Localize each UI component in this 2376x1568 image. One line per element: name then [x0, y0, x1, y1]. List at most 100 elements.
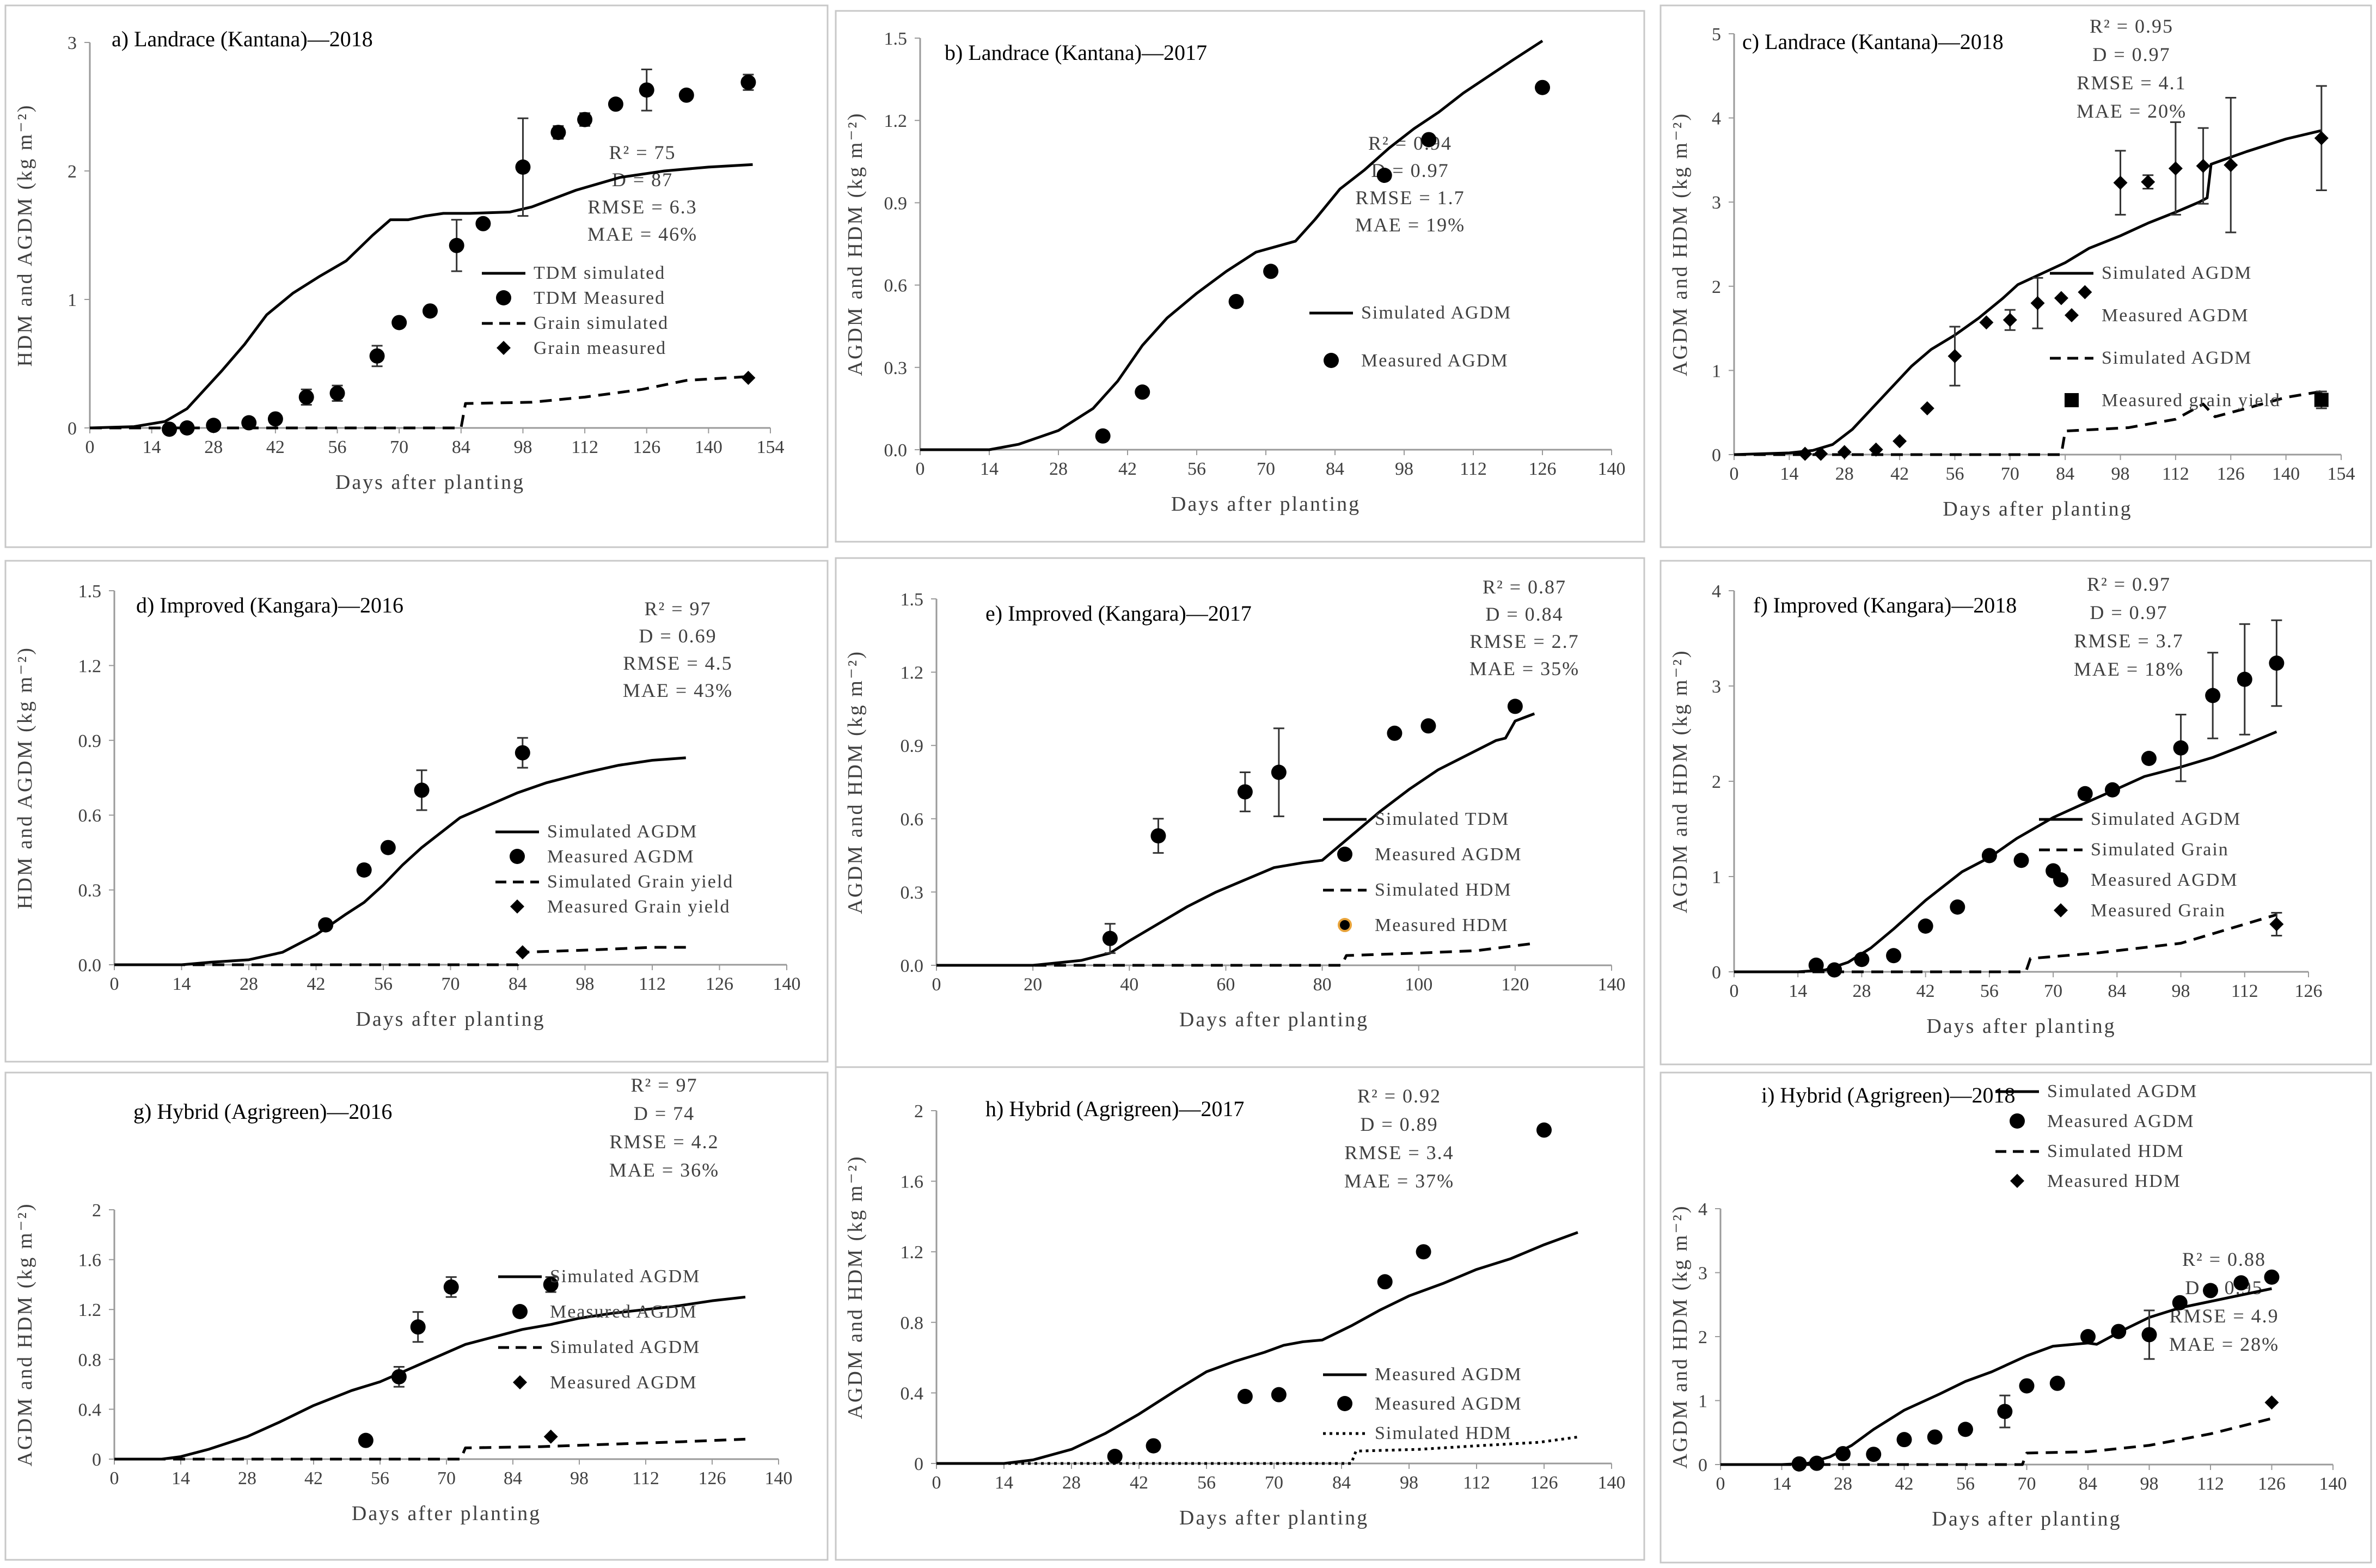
- x-tick-label: 42: [1895, 1474, 1914, 1494]
- legend: Simulated AGDM Measured AGDM: [1309, 303, 1510, 371]
- x-tick-label: 56: [328, 437, 347, 457]
- y-tick-label: 4: [1698, 1199, 1707, 1220]
- panel-g: 0 14 28 42 56 70 84 98 112 126 140 0 0.4 0.8 1.2 1.6 2 Da…: [4, 1071, 829, 1561]
- data-point-circle: [2205, 688, 2221, 703]
- legend-label: Measured Grain yield: [547, 897, 730, 917]
- data-point-circle: [1237, 1388, 1253, 1404]
- series-measured-agdm: [936, 1231, 1578, 1465]
- data-point-diamond: [2030, 296, 2045, 310]
- x-tick-label: 28: [204, 437, 223, 457]
- data-point-circle: [1377, 1274, 1393, 1290]
- panel-title: e) Improved (Kangara)—2017: [985, 601, 1252, 626]
- x-tick-label: 112: [1463, 1473, 1490, 1493]
- legend-label: Simulated HDM: [2047, 1141, 2184, 1161]
- y-tick-label: 4: [1712, 581, 1721, 602]
- data-point-circle: [358, 1432, 373, 1448]
- panel-frame: [4, 1071, 829, 1561]
- data-point-diamond: [1979, 315, 1994, 330]
- series-simulated-agdm: [1734, 129, 2322, 456]
- series-measured-agdm: [1107, 1122, 1552, 1465]
- data-point-circle: [2053, 872, 2068, 887]
- data-point-circle: [1271, 1387, 1287, 1402]
- data-point-circle: [1896, 1432, 1912, 1448]
- x-tick-label: 56: [1187, 459, 1206, 479]
- x-tick-label: 0: [1716, 1474, 1725, 1494]
- series-simulated-agdm: [114, 1437, 746, 1461]
- data-point-circle: [512, 1304, 528, 1319]
- x-axis-label: Days after planting: [1943, 498, 2132, 520]
- legend-symbol: [2065, 308, 2079, 322]
- x-tick-label: 70: [2001, 464, 2019, 484]
- series-simulated-agdm: [920, 39, 1544, 451]
- x-tick-label: 70: [1265, 1473, 1283, 1493]
- data-point-diamond: [2010, 1174, 2024, 1188]
- x-tick-label: 20: [1024, 975, 1042, 995]
- data-point-circle: [1536, 1122, 1552, 1138]
- y-tick-label: 1: [1712, 361, 1721, 381]
- x-tick-label: 28: [238, 1468, 256, 1489]
- y-tick-label: 0.3: [901, 883, 924, 903]
- series-measured-agdm: [1095, 79, 1550, 444]
- legend: Simulated AGDM Measured AGDM Simulated HDM…: [1995, 1081, 2196, 1191]
- panel-title: c) Landrace (Kantana)—2018: [1742, 29, 2004, 54]
- x-tick-label: 140: [773, 974, 801, 994]
- data-point-circle: [1981, 848, 1997, 863]
- data-point-circle: [1095, 428, 1111, 444]
- series-simulated-tdm: [936, 712, 1535, 967]
- x-tick-label: 14: [980, 459, 999, 479]
- legend-label: Simulated Grain yield: [547, 872, 733, 892]
- data-point-circle: [2049, 1375, 2065, 1391]
- y-tick-label: 1.6: [78, 1251, 102, 1271]
- data-point-circle: [1420, 718, 1436, 734]
- data-point-diamond: [2078, 285, 2092, 299]
- y-axis-label: AGDM and HDM (kg m⁻²): [1669, 1205, 1692, 1469]
- y-tick-label: 0: [1712, 445, 1721, 465]
- data-point-circle: [577, 112, 593, 127]
- panel-a: 0 14 28 42 56 70 84 98 112 126 140 154 0 1 2 3 Days afte…: [4, 4, 829, 548]
- data-point-diamond: [2314, 131, 2329, 145]
- data-point-diamond: [1920, 401, 1934, 415]
- panel-d: 0 14 28 42 56 70 84 98 112 126 140 0.0 0.3 0.6 0.9 1.2 1…: [4, 560, 829, 1063]
- stat-text: RMSE = 4.5: [623, 652, 732, 674]
- data-point-circle: [1416, 1244, 1431, 1260]
- data-point-circle: [422, 303, 438, 319]
- x-axis-label: Days after planting: [356, 1008, 545, 1031]
- data-point-circle: [1854, 952, 1870, 967]
- x-tick-label: 126: [2295, 981, 2323, 1001]
- x-tick-label: 0: [932, 975, 941, 995]
- data-point-diamond: [513, 1375, 527, 1389]
- series-line: [90, 375, 749, 430]
- x-axis-label: Days after planting: [1179, 1008, 1369, 1031]
- x-tick-label: 84: [1332, 1473, 1351, 1493]
- data-point-circle: [1950, 899, 1965, 915]
- panel-title: a) Landrace (Kantana)—2018: [112, 27, 373, 51]
- x-tick-label: 80: [1313, 975, 1332, 995]
- stat-text: R² = 97: [644, 598, 711, 620]
- x-tick-label: 14: [1780, 464, 1798, 484]
- data-point-circle: [2203, 1283, 2218, 1298]
- data-point-circle: [318, 917, 334, 933]
- data-point-circle: [329, 385, 345, 401]
- x-tick-label: 112: [632, 1468, 659, 1489]
- x-tick-label: 0: [85, 437, 95, 457]
- x-tick-label: 126: [2217, 464, 2245, 484]
- data-point-circle: [2233, 1275, 2249, 1291]
- data-point-circle: [2269, 656, 2285, 671]
- y-tick-label: 0: [92, 1450, 101, 1470]
- x-tick-label: 28: [240, 974, 258, 994]
- x-tick-label: 0: [1730, 981, 1739, 1001]
- series-simulated-agdm: [1734, 730, 2277, 973]
- panel-title: i) Hybrid (Agrigreen)—2018: [1761, 1083, 2016, 1107]
- stat-text: D = 0.97: [2092, 44, 2170, 65]
- x-tick-label: 140: [695, 437, 722, 457]
- series-simulated-hdm: [936, 942, 1535, 967]
- legend-label: TDM Measured: [534, 288, 665, 308]
- x-tick-label: 140: [765, 1468, 793, 1489]
- x-tick-label: 70: [442, 974, 460, 994]
- data-point-circle: [1866, 1447, 1882, 1462]
- y-tick-label: 0: [68, 419, 77, 439]
- data-point-circle: [267, 411, 283, 427]
- x-tick-label: 140: [1598, 975, 1626, 995]
- y-tick-label: 0.0: [78, 955, 102, 976]
